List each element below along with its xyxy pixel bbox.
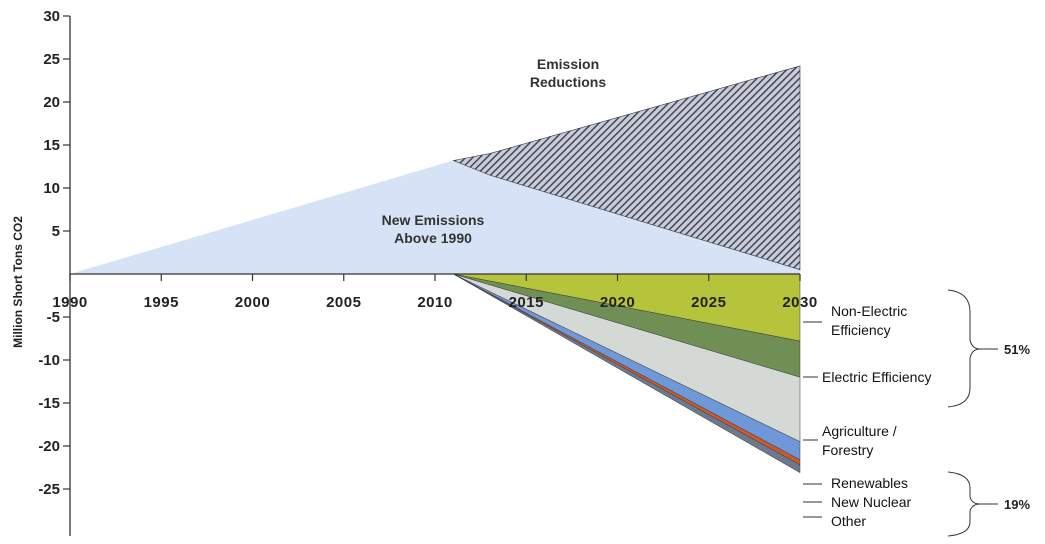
x-tick-label: 2030 [782, 294, 817, 311]
y-tick-label: -5 [47, 309, 60, 326]
emission-reductions-area [452, 65, 801, 271]
bracket-efficiency [947, 289, 981, 408]
legend-electric: Electric Efficiency [822, 369, 931, 385]
y-tick-label: 10 [43, 180, 60, 197]
y-tick-label: 15 [43, 137, 60, 154]
legend-renewables: Renewables [831, 475, 908, 491]
y-tick-label: 5 [52, 223, 60, 240]
legend-new-nuclear: New Nuclear [831, 494, 911, 510]
chart-areas [70, 65, 801, 474]
emission-reductions-label-line1: Emission [537, 56, 599, 72]
new-emissions-label-line1: New Emissions [382, 212, 485, 228]
y-tick-label: 20 [43, 94, 60, 111]
y-axis-label: Million Short Tons CO2 [11, 216, 25, 348]
x-tick-label: 2020 [600, 294, 635, 311]
y-tick-label: 25 [43, 51, 60, 68]
legend-other: Other [831, 513, 866, 529]
legend-callouts [803, 289, 998, 537]
x-tick-label: 2005 [326, 294, 361, 311]
y-tick-label: -10 [38, 352, 60, 369]
x-tick-label: 2025 [691, 294, 726, 311]
x-tick-label: 1990 [52, 294, 87, 311]
x-ticks: 1990 1995 2000 2005 2010 2015 2020 2025 2030 [52, 274, 817, 311]
new-emissions-area [70, 160, 800, 274]
wedge-other [453, 273, 801, 474]
legend-agriculture-line1: Agriculture / [822, 423, 897, 439]
x-tick-label: 2000 [235, 294, 270, 311]
y-ticks: 30 25 20 15 10 5 -5 -10 -15 -20 -25 [38, 8, 70, 498]
y-tick-label: -25 [38, 481, 60, 498]
bracket-supply [947, 471, 981, 537]
legend-non-electric-line1: Non-Electric [831, 303, 907, 319]
percent-supply-group: 19% [1004, 497, 1030, 512]
x-tick-label: 1995 [144, 294, 179, 311]
percent-efficiency-group: 51% [1004, 342, 1030, 357]
y-tick-label: -15 [38, 395, 60, 412]
legend-agriculture-line2: Forestry [822, 442, 873, 458]
x-tick-label: 2010 [417, 294, 452, 311]
y-tick-label: 30 [43, 8, 60, 25]
emission-reductions-label-line2: Reductions [530, 74, 606, 90]
x-tick-label: 2015 [509, 294, 544, 311]
new-emissions-label-line2: Above 1990 [394, 230, 472, 246]
y-tick-label: -20 [38, 438, 60, 455]
legend-non-electric-line2: Efficiency [831, 322, 891, 338]
